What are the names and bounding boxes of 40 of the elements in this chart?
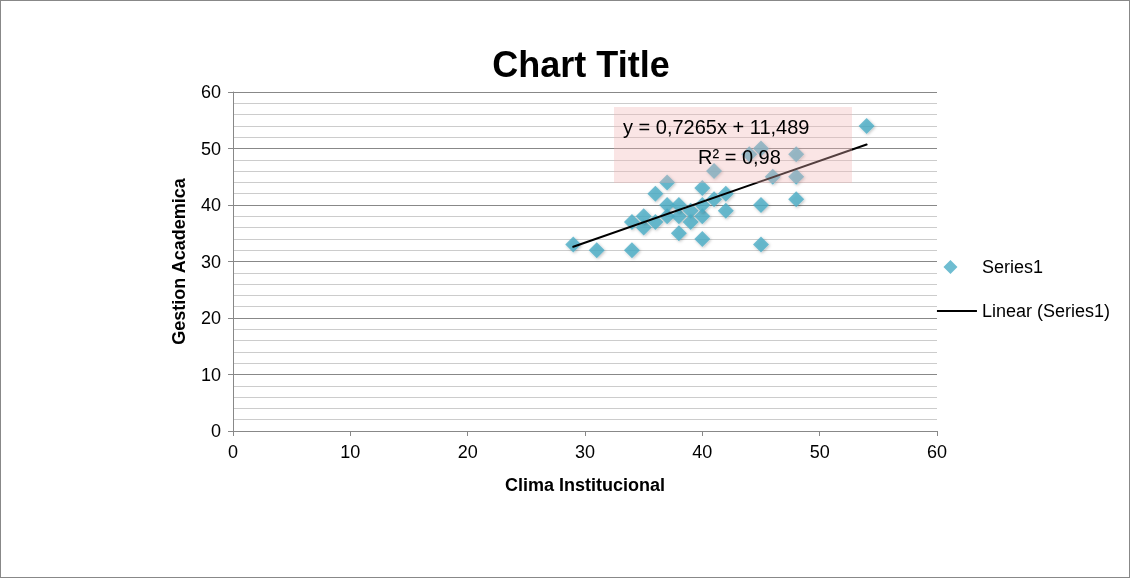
point [670,225,687,242]
annotation: R² = 0,98 [698,146,781,168]
point [753,236,769,253]
y-tick-label: 40 [200,195,221,215]
point [659,174,676,191]
x-tick-label: 40 [692,442,713,462]
x-tick-label: 50 [809,442,830,462]
point [659,197,676,213]
point [635,208,652,225]
legend-label: Series1 [981,257,1043,277]
x-tick-label: 20 [457,442,478,462]
point [694,208,711,225]
point [753,197,769,213]
y-tick-label: 10 [200,364,221,385]
point [706,163,723,180]
y-tick-label: 60 [200,82,221,102]
point [788,146,805,163]
point [694,180,711,197]
annotation: y = 0,7265x + 11,489 [623,116,810,138]
x-tick-label: 60 [926,442,948,462]
legend-label: Linear (Series1) [981,301,1111,321]
chart-title: Chart Title [492,43,670,85]
y-tick-label: 30 [200,251,221,272]
point [623,242,640,259]
point [682,213,699,230]
x-tick-label: 30 [574,442,596,462]
x-tick-label: 10 [340,442,361,462]
point [588,242,605,259]
y-tick-label: 0 [210,421,221,441]
point [694,230,711,247]
x-axis-title: Clima Institucional [504,475,666,495]
x-tick-label: 0 [227,442,239,462]
point [647,185,664,202]
y-tick-label: 20 [200,308,221,328]
y-axis-title: Gestion Academica [169,177,189,345]
y-tick-label: 50 [200,138,221,159]
point [788,191,805,208]
point [717,202,734,219]
point [788,168,805,185]
point [858,117,875,134]
